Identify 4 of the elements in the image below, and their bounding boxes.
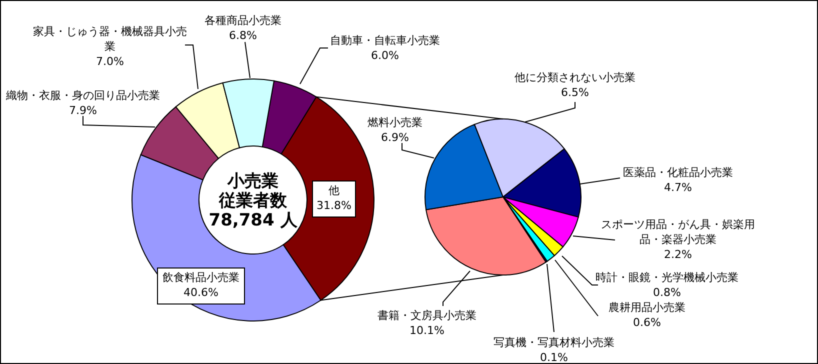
data-label: 31.8%	[316, 199, 352, 212]
slice-label: 飲食料品小売業	[162, 271, 240, 284]
slice-label: 他	[328, 184, 340, 197]
data-label: 40.6%	[184, 286, 218, 299]
